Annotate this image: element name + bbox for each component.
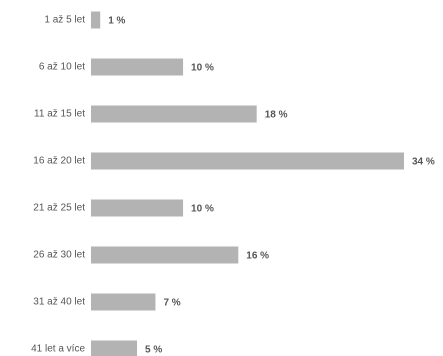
value-label: 5 % xyxy=(145,345,162,356)
value-label: 10 % xyxy=(191,204,214,215)
bar xyxy=(91,105,257,123)
category-label: 1 až 5 let xyxy=(44,15,85,26)
value-label: 18 % xyxy=(265,110,288,121)
bar xyxy=(91,340,138,356)
bar xyxy=(91,246,239,264)
bar xyxy=(91,199,184,217)
value-label: 34 % xyxy=(412,157,435,168)
category-label: 16 až 20 let xyxy=(33,156,85,167)
bar xyxy=(91,58,184,76)
category-label: 26 až 30 let xyxy=(33,250,85,261)
value-label: 10 % xyxy=(191,63,214,74)
category-label: 11 až 15 let xyxy=(34,109,85,120)
bar xyxy=(91,11,101,29)
bar xyxy=(91,293,156,311)
category-label: 31 až 40 let xyxy=(33,297,85,308)
value-label: 16 % xyxy=(246,251,269,262)
value-label: 7 % xyxy=(163,298,180,309)
bar xyxy=(91,152,404,170)
value-label: 1 % xyxy=(108,16,125,27)
category-label: 6 až 10 let xyxy=(39,62,85,73)
category-label: 41 let a více xyxy=(31,344,85,355)
category-label: 21 až 25 let xyxy=(33,203,85,214)
